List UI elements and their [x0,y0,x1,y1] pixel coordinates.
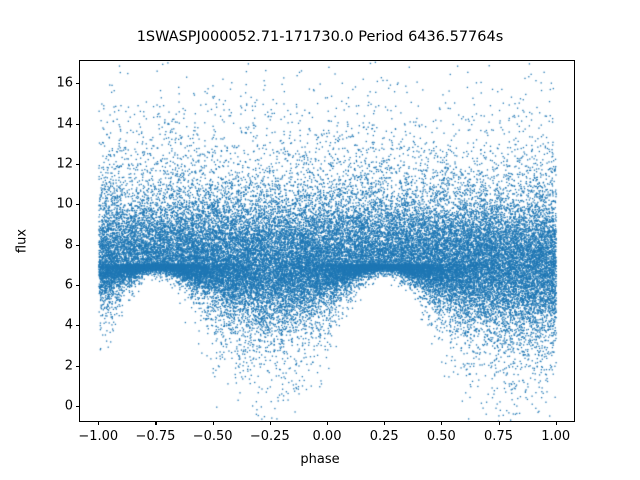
y-tick-label: 2 [64,358,73,374]
x-axis-label: phase [300,452,340,467]
y-tick-label: 4 [64,317,73,333]
x-tick-label: −0.50 [192,429,233,444]
y-axis-label: flux [14,228,30,254]
y-tick-label: 12 [56,156,73,172]
x-tick-mark [384,421,386,425]
y-tick-mark [75,123,79,125]
x-tick-label: 0.75 [484,429,513,444]
y-tick-label: 16 [56,75,73,91]
y-tick-label: 6 [64,277,73,293]
y-tick-label: 14 [56,116,73,132]
x-tick-mark [212,421,214,425]
x-tick-mark [555,421,557,425]
x-tick-label: −0.25 [249,429,290,444]
x-axis-tick-labels: −1.00 −0.75 −0.50 −0.25 0.00 0.25 0.50 0.75 1.00 [0,429,640,449]
y-tick-mark [75,163,79,165]
x-tick-label: −1.00 [78,429,119,444]
x-tick-mark [498,421,500,425]
plot-axes [79,60,575,422]
scatter-plot-points [80,61,574,421]
y-tick-label: 10 [56,196,73,212]
x-tick-label: −0.75 [135,429,176,444]
x-tick-mark [98,421,100,425]
y-tick-mark [75,83,79,85]
y-tick-label: 8 [64,237,73,253]
y-tick-label: 0 [64,398,73,414]
y-tick-mark [75,284,79,286]
x-tick-mark [269,421,271,425]
chart-title: 1SWASPJ000052.71-171730.0 Period 6436.57… [136,29,504,45]
y-axis-tick-labels: 0 2 4 6 8 10 12 14 16 [0,0,73,480]
y-tick-mark [75,405,79,407]
x-tick-label: 1.00 [541,429,571,444]
y-tick-mark [75,325,79,327]
x-tick-mark [327,421,329,425]
x-tick-mark [441,421,443,425]
y-tick-mark [75,365,79,367]
x-tick-mark [155,421,157,425]
x-tick-label: 0.50 [426,429,456,444]
x-tick-label: 0.00 [312,429,342,444]
y-tick-mark [75,244,79,246]
x-tick-label: 0.25 [369,429,399,444]
y-tick-mark [75,204,79,206]
